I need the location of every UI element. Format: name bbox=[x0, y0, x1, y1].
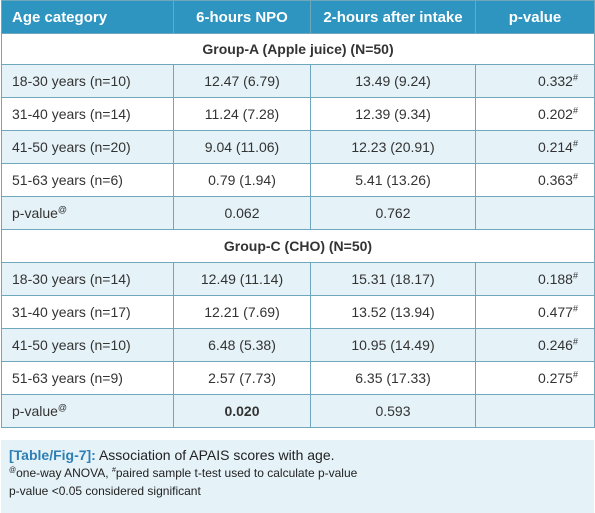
table-row: 18-30 years (n=10) 12.47 (6.79) 13.49 (9… bbox=[1, 64, 595, 98]
group-a-pvalue-row: p-value@ 0.062 0.762 bbox=[1, 196, 595, 230]
p-value-text: 0.214 bbox=[537, 139, 573, 155]
header-age-category: Age category bbox=[1, 0, 174, 34]
after-cell: 10.95 (14.49) bbox=[310, 328, 476, 362]
anova-mark: @ bbox=[57, 204, 68, 215]
table-row: 41-50 years (n=20) 9.04 (11.06) 12.23 (2… bbox=[1, 130, 595, 164]
pvalue-label: p-value bbox=[12, 403, 58, 419]
p-value-text: 0.202 bbox=[537, 106, 573, 122]
paired-test-mark: # bbox=[572, 171, 578, 182]
p-cell: 0.214# bbox=[475, 130, 595, 164]
after-cell: 6.35 (17.33) bbox=[310, 361, 476, 395]
caption-footnote-1: @one-way ANOVA, #paired sample t-test us… bbox=[9, 464, 586, 482]
p-value-text: 0.332 bbox=[537, 73, 573, 89]
after-cell: 13.52 (13.94) bbox=[310, 295, 476, 329]
paired-test-mark: # bbox=[572, 369, 578, 380]
header-6h-npo: 6-hours NPO bbox=[173, 0, 311, 34]
anova-note: one-way ANOVA, bbox=[16, 466, 112, 480]
group-c-pvalue-row: p-value@ 0.020 0.593 bbox=[1, 394, 595, 428]
npo-cell: 0.79 (1.94) bbox=[173, 163, 311, 197]
npo-cell: 12.47 (6.79) bbox=[173, 64, 311, 98]
p-cell: 0.332# bbox=[475, 64, 595, 98]
paired-test-mark: # bbox=[111, 467, 116, 474]
group-c-title-row: Group-C (CHO) (N=50) bbox=[1, 229, 595, 263]
p-value-text: 0.477 bbox=[537, 304, 573, 320]
pvalue-npo-significant: 0.020 bbox=[173, 394, 311, 428]
p-cell: 0.275# bbox=[475, 361, 595, 395]
header-2h-after: 2-hours after intake bbox=[310, 0, 476, 34]
paired-test-mark: # bbox=[572, 138, 578, 149]
age-cell: 18-30 years (n=14) bbox=[1, 262, 174, 296]
p-value-text: 0.246 bbox=[537, 337, 573, 353]
p-cell: 0.477# bbox=[475, 295, 595, 329]
caption-tag: [Table/Fig-7]: bbox=[9, 447, 96, 463]
table-caption: [Table/Fig-7]: Association of APAIS scor… bbox=[1, 440, 594, 513]
after-cell: 12.23 (20.91) bbox=[310, 130, 476, 164]
p-cell: 0.202# bbox=[475, 97, 595, 131]
after-cell: 5.41 (13.26) bbox=[310, 163, 476, 197]
table-row: 31-40 years (n=17) 12.21 (7.69) 13.52 (1… bbox=[1, 295, 595, 329]
age-cell: 51-63 years (n=9) bbox=[1, 361, 174, 395]
table-row: 31-40 years (n=14) 11.24 (7.28) 12.39 (9… bbox=[1, 97, 595, 131]
group-a-title-row: Group-A (Apple juice) (N=50) bbox=[1, 33, 595, 65]
paired-test-mark: # bbox=[572, 336, 578, 347]
age-cell: 41-50 years (n=10) bbox=[1, 328, 174, 362]
apais-age-table: Age category 6-hours NPO 2-hours after i… bbox=[1, 0, 595, 428]
age-cell: 31-40 years (n=14) bbox=[1, 97, 174, 131]
npo-cell: 12.49 (11.14) bbox=[173, 262, 311, 296]
p-cell: 0.363# bbox=[475, 163, 595, 197]
group-c-title: Group-C (CHO) (N=50) bbox=[1, 229, 595, 263]
npo-cell: 11.24 (7.28) bbox=[173, 97, 311, 131]
pvalue-after: 0.593 bbox=[310, 394, 476, 428]
after-cell: 12.39 (9.34) bbox=[310, 97, 476, 131]
p-value-text: 0.188 bbox=[537, 271, 573, 287]
group-a-title: Group-A (Apple juice) (N=50) bbox=[1, 33, 595, 65]
pvalue-label-cell: p-value@ bbox=[1, 196, 174, 230]
header-row: Age category 6-hours NPO 2-hours after i… bbox=[1, 0, 595, 34]
table-row: 51-63 years (n=9) 2.57 (7.73) 6.35 (17.3… bbox=[1, 361, 595, 395]
anova-mark: @ bbox=[57, 402, 68, 413]
table-row: 18-30 years (n=14) 12.49 (11.14) 15.31 (… bbox=[1, 262, 595, 296]
pvalue-after: 0.762 bbox=[310, 196, 476, 230]
paired-test-mark: # bbox=[572, 105, 578, 116]
paired-test-note: paired sample t-test used to calculate p… bbox=[115, 466, 358, 480]
paired-test-mark: # bbox=[572, 270, 578, 281]
pvalue-label: p-value bbox=[12, 205, 58, 221]
npo-cell: 9.04 (11.06) bbox=[173, 130, 311, 164]
age-cell: 41-50 years (n=20) bbox=[1, 130, 174, 164]
age-cell: 31-40 years (n=17) bbox=[1, 295, 174, 329]
table-row: 41-50 years (n=10) 6.48 (5.38) 10.95 (14… bbox=[1, 328, 595, 362]
caption-footnote-2: p-value <0.05 considered significant bbox=[9, 484, 201, 498]
empty-cell bbox=[475, 394, 595, 428]
p-value-text: 0.275 bbox=[537, 370, 573, 386]
npo-cell: 2.57 (7.73) bbox=[173, 361, 311, 395]
npo-cell: 12.21 (7.69) bbox=[173, 295, 311, 329]
pvalue-label-cell: p-value@ bbox=[1, 394, 174, 428]
pvalue-npo: 0.062 bbox=[173, 196, 311, 230]
age-cell: 18-30 years (n=10) bbox=[1, 64, 174, 98]
age-cell: 51-63 years (n=6) bbox=[1, 163, 174, 197]
p-cell: 0.246# bbox=[475, 328, 595, 362]
header-p-value: p-value bbox=[475, 0, 595, 34]
paired-test-mark: # bbox=[572, 72, 578, 83]
npo-cell: 6.48 (5.38) bbox=[173, 328, 311, 362]
after-cell: 13.49 (9.24) bbox=[310, 64, 476, 98]
empty-cell bbox=[475, 196, 595, 230]
table-row: 51-63 years (n=6) 0.79 (1.94) 5.41 (13.2… bbox=[1, 163, 595, 197]
caption-title: Association of APAIS scores with age. bbox=[98, 447, 335, 463]
paired-test-mark: # bbox=[572, 303, 578, 314]
caption-title-line: [Table/Fig-7]: Association of APAIS scor… bbox=[9, 446, 586, 464]
p-value-text: 0.363 bbox=[537, 172, 573, 188]
p-cell: 0.188# bbox=[475, 262, 595, 296]
after-cell: 15.31 (18.17) bbox=[310, 262, 476, 296]
anova-mark: @ bbox=[9, 467, 17, 474]
